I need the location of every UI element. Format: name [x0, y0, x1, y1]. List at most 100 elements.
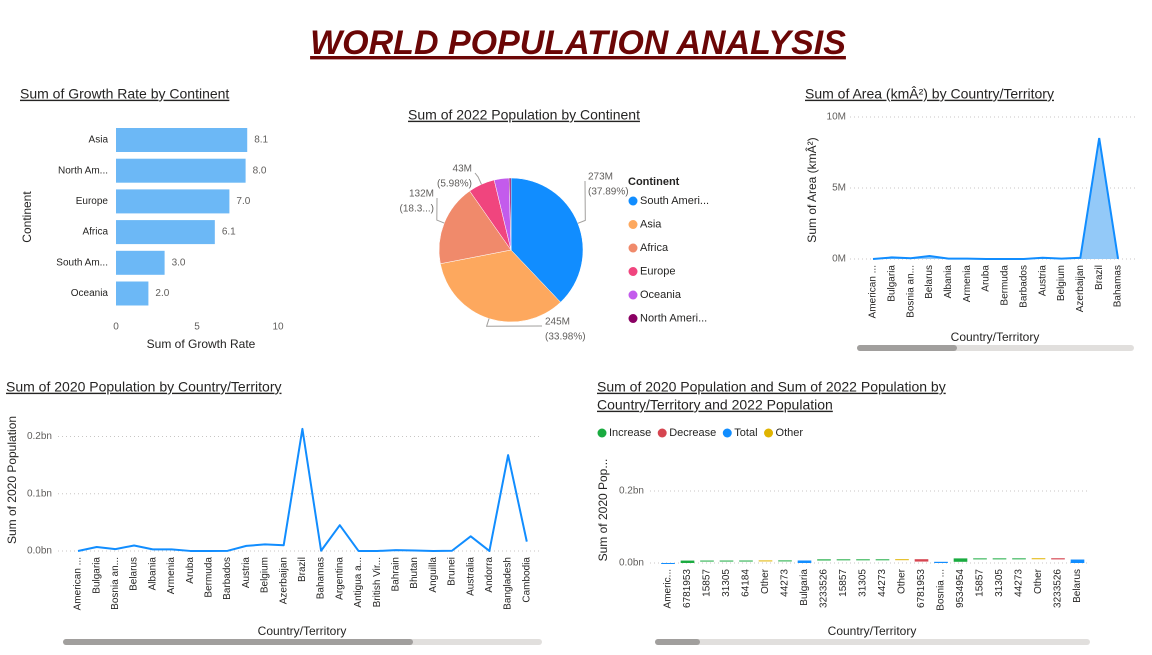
x-axis-title: Country/Territory [951, 330, 1040, 344]
leader-line [485, 318, 543, 327]
legend-marker [628, 220, 638, 229]
line [77, 427, 528, 552]
legend-marker [657, 428, 667, 438]
x-tick-label: Other [760, 568, 771, 594]
bar [1031, 558, 1046, 560]
x-tick-label: Austria [1037, 265, 1048, 297]
data-label: 3.0 [172, 257, 186, 268]
y-tick-label: 0.1bn [27, 488, 52, 499]
scrollbar-thumb[interactable] [655, 639, 700, 645]
x-tick-label: 9534954 [955, 569, 966, 608]
x-tick-label: Azerbaijan [278, 557, 289, 604]
data-label: (33.98%) [545, 332, 586, 343]
bar [797, 560, 812, 563]
bar [934, 561, 948, 563]
bar [875, 559, 890, 561]
legend-marker [628, 267, 638, 276]
x-tick-label: 15857 [975, 569, 986, 597]
x-tick-label: Armenia [166, 557, 177, 595]
x-tick-label: Albania [147, 557, 158, 591]
legend-label: Europe [640, 265, 675, 277]
x-tick-label: Bermuda [204, 557, 215, 598]
y-tick-label: South Am... [56, 257, 108, 268]
data-label: 245M [545, 317, 570, 328]
x-tick-label: 31305 [858, 569, 869, 597]
y-axis-title: Sum of 2020 Pop... [596, 459, 610, 562]
legend-label: Increase [609, 427, 651, 439]
y-tick-label: Oceania [71, 288, 109, 299]
legend-label: Total [734, 427, 757, 439]
legend-label: Decrease [669, 427, 716, 439]
data-label: 6.1 [222, 227, 236, 238]
x-tick-label: 5 [194, 322, 200, 333]
x-tick-label: Armenia [962, 265, 973, 303]
bar [116, 189, 230, 214]
x-tick-label: American ... [868, 265, 879, 318]
legend-marker [628, 243, 638, 253]
x-tick-label: Bahamas [1113, 265, 1124, 307]
chart-title: Sum of 2022 Population by Continent [408, 107, 640, 123]
x-tick-label: 64184 [741, 569, 752, 597]
x-tick-label: 0 [113, 322, 119, 333]
x-tick-label: Bahrain [391, 557, 402, 591]
x-tick-label: Austria [241, 557, 252, 589]
x-tick-label: Other [897, 568, 908, 594]
x-tick-label: Bosnia ... [936, 569, 947, 611]
bar [778, 560, 792, 562]
x-tick-label: Belgium [260, 557, 271, 593]
y-tick-label: Asia [89, 135, 109, 146]
data-label: (37.89%) [588, 187, 629, 198]
x-tick-label: Bosnia an... [110, 557, 121, 610]
scrollbar-thumb[interactable] [63, 639, 413, 645]
chart-title: Sum of Growth Rate by Continent [20, 86, 229, 102]
data-label: 2.0 [155, 288, 169, 299]
x-tick-label: Belarus [924, 265, 935, 299]
bar [758, 560, 773, 562]
x-tick-label: Cambodia [521, 557, 532, 603]
x-tick-label: Bermuda [1000, 265, 1011, 306]
x-tick-label: 44273 [877, 569, 888, 597]
x-tick-label: 3233526 [819, 569, 830, 608]
x-tick-label: Other [1033, 568, 1044, 594]
bar [895, 559, 909, 561]
x-tick-label: Azerbaijan [1075, 265, 1086, 312]
legend-label: Other [776, 427, 804, 439]
chart-title: Sum of 2020 Population by Country/Territ… [6, 379, 281, 395]
x-tick-label: Brazil [1094, 265, 1105, 290]
data-label: 7.0 [236, 196, 250, 207]
data-label: 8.1 [254, 135, 268, 146]
x-axis-title: Country/Territory [258, 624, 347, 638]
chart-title: Sum of Area (kmÂ²) by Country/Territory [805, 86, 1054, 102]
area-line [872, 137, 1120, 260]
legend-label: North Ameri... [640, 312, 707, 324]
x-tick-label: Anguilla [428, 557, 439, 593]
x-tick-label: Bahamas [316, 557, 327, 599]
x-tick-label: Albania [943, 265, 954, 299]
x-tick-label: Barbados [222, 557, 233, 600]
data-label: (5.98%) [437, 179, 472, 190]
x-tick-label: Bulgaria [91, 557, 102, 594]
x-axis-title: Sum of Growth Rate [147, 337, 256, 351]
y-axis-title: Sum of 2020 Population [5, 416, 19, 544]
legend-marker [628, 314, 638, 323]
bar [1012, 558, 1026, 560]
legend-label: South Ameri... [640, 195, 709, 207]
x-tick-label: British Vir... [372, 557, 383, 607]
bar [817, 559, 831, 561]
x-tick-label: Bulgaria [799, 569, 810, 606]
bar [116, 220, 215, 245]
legend-title: Continent [628, 176, 680, 188]
y-tick-label: 0M [832, 254, 846, 265]
legend-marker [722, 428, 732, 438]
bar [116, 128, 248, 152]
y-tick-label: North Am... [58, 165, 108, 176]
y-tick-label: 0.0bn [27, 546, 52, 557]
leader-line [436, 197, 445, 224]
scrollbar-thumb[interactable] [857, 345, 957, 351]
area-fill [873, 138, 1119, 259]
bar [116, 281, 149, 306]
bar [1070, 559, 1085, 563]
data-label: 43M [453, 164, 472, 175]
